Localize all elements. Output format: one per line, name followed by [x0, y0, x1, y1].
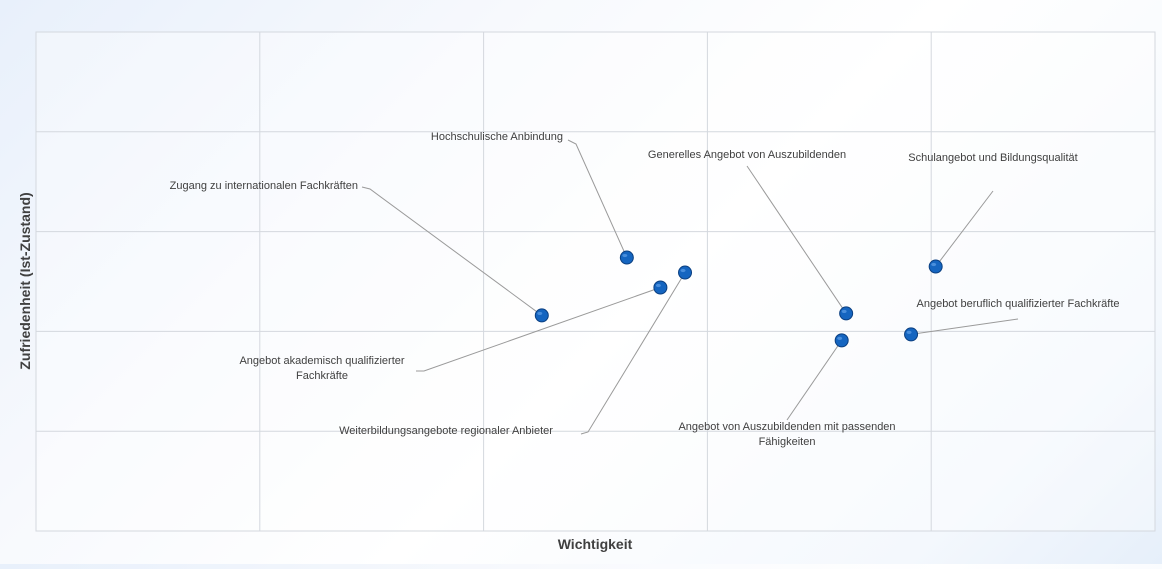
leader-lines	[361, 139, 1019, 435]
point-label: Schulangebot und Bildungsqualität	[908, 152, 1077, 164]
point-label: Angebot beruflich qualifizierter Fachkrä…	[917, 298, 1120, 310]
data-point	[904, 327, 919, 342]
leader-line	[910, 318, 1019, 335]
leader-line	[580, 272, 686, 435]
data-point	[534, 308, 549, 323]
point-label: Angebot akademisch qualifizierter Fachkrä…	[239, 355, 404, 382]
data-point-highlight	[931, 262, 937, 267]
leader-line	[416, 287, 661, 372]
point-label: Weiterbildungsangebote regionaler Anbiet…	[339, 425, 553, 437]
point-label: Zugang zu internationalen Fachkräften	[170, 180, 358, 192]
plot-area	[35, 31, 1156, 532]
data-point	[839, 306, 854, 321]
grid	[35, 31, 1156, 532]
data-points	[534, 250, 943, 348]
data-point-highlight	[622, 253, 628, 258]
data-point	[928, 259, 943, 274]
point-label: Generelles Angebot von Auszubildenden	[648, 149, 846, 161]
data-point	[834, 333, 849, 348]
leader-line	[746, 165, 847, 314]
y-axis-title: Zufriedenheit (Ist-Zustand)	[17, 192, 33, 369]
data-point	[678, 265, 693, 280]
data-point-highlight	[906, 330, 912, 334]
data-point-highlight	[841, 309, 847, 314]
data-point-highlight	[537, 311, 543, 316]
x-axis-title: Wichtigkeit	[558, 536, 633, 552]
data-point-highlight	[655, 283, 661, 288]
leader-line	[361, 186, 543, 316]
point-label: Hochschulische Anbindung	[431, 131, 563, 143]
data-point-highlight	[680, 268, 686, 273]
leader-line	[786, 340, 843, 421]
data-point-highlight	[837, 336, 843, 340]
leader-line	[935, 190, 994, 267]
point-label: Angebot von Auszubildenden mit passenden…	[678, 421, 895, 448]
leader-line	[567, 139, 628, 258]
point-labels: Zugang zu internationalen Fachkräften Hoc…	[170, 131, 1120, 448]
data-point	[619, 250, 634, 265]
data-point	[653, 280, 668, 295]
